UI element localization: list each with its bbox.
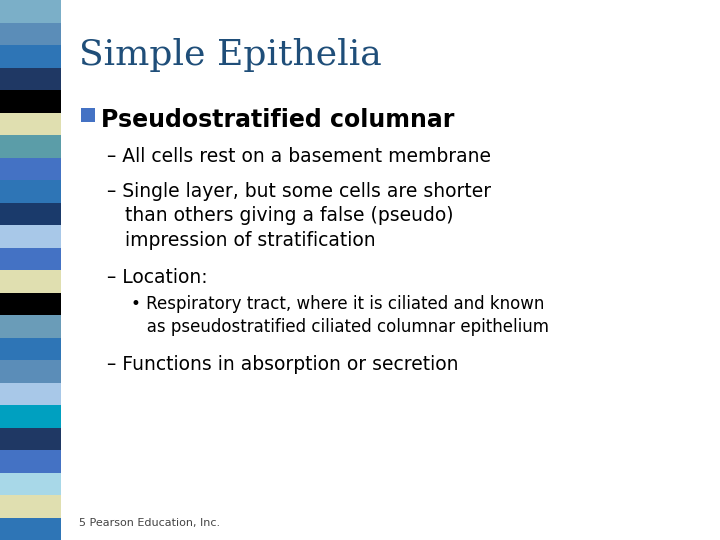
Bar xyxy=(0,68,61,90)
Bar xyxy=(81,108,95,122)
Bar xyxy=(0,428,61,450)
Bar xyxy=(0,225,61,247)
Text: Simple Epithelia: Simple Epithelia xyxy=(79,38,382,72)
Bar xyxy=(0,180,61,202)
Text: Pseudostratified columnar: Pseudostratified columnar xyxy=(102,108,454,132)
Bar xyxy=(0,135,61,158)
Bar xyxy=(0,247,61,270)
Text: – Single layer, but some cells are shorter
   than others giving a false (pseudo: – Single layer, but some cells are short… xyxy=(107,182,491,249)
Bar xyxy=(0,112,61,135)
Bar xyxy=(0,382,61,405)
Text: 5 Pearson Education, Inc.: 5 Pearson Education, Inc. xyxy=(79,518,220,528)
Bar xyxy=(0,495,61,517)
Text: – Functions in absorption or secretion: – Functions in absorption or secretion xyxy=(107,355,459,374)
Bar xyxy=(0,338,61,360)
Bar xyxy=(0,293,61,315)
Text: – Location:: – Location: xyxy=(107,268,208,287)
Bar xyxy=(0,0,61,23)
Bar xyxy=(0,450,61,472)
Bar xyxy=(0,360,61,382)
Bar xyxy=(0,270,61,293)
Text: – All cells rest on a basement membrane: – All cells rest on a basement membrane xyxy=(107,147,491,166)
Bar xyxy=(0,90,61,112)
Bar xyxy=(0,202,61,225)
Bar xyxy=(0,158,61,180)
Bar xyxy=(0,405,61,428)
Bar xyxy=(0,517,61,540)
Text: • Respiratory tract, where it is ciliated and known
   as pseudostratified cilia: • Respiratory tract, where it is ciliate… xyxy=(131,295,549,336)
Bar xyxy=(0,45,61,68)
Bar xyxy=(0,315,61,338)
Bar xyxy=(0,23,61,45)
Bar xyxy=(0,472,61,495)
